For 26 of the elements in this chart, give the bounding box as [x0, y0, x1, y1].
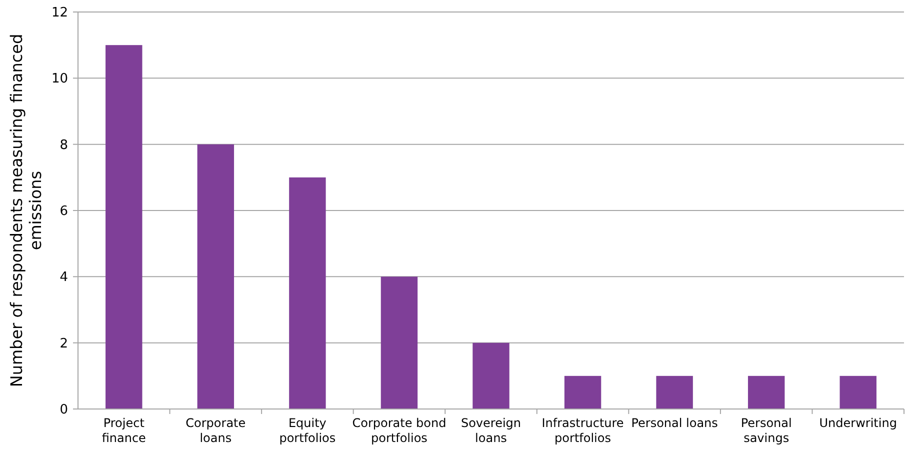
y-tick-label: 8: [60, 138, 68, 153]
bar: [472, 342, 510, 409]
y-axis-title: Number of respondents measuring financed emissions: [7, 34, 45, 388]
x-tick-label: Equity portfolios: [279, 416, 336, 445]
y-tick-label: 12: [51, 6, 68, 21]
x-tick-label: Personal savings: [740, 416, 792, 445]
y-tick-label: 6: [60, 204, 68, 220]
bar: [748, 376, 785, 409]
x-tick-label: Corporate loans: [186, 416, 246, 445]
bar: [564, 376, 602, 409]
y-tick-label: 10: [51, 72, 68, 87]
x-tick-label: Project finance: [102, 416, 146, 445]
bar: [289, 177, 326, 409]
bar: [840, 376, 876, 409]
x-tick-label: Corporate bond portfolios: [352, 416, 446, 445]
y-tick-label: 2: [60, 336, 68, 352]
bar: [197, 144, 234, 409]
y-tick-label: 4: [60, 270, 68, 286]
x-tick-label: Infrastructure portfolios: [542, 416, 624, 445]
y-tick-label: 0: [60, 402, 68, 418]
x-tick-label: Underwriting: [819, 416, 897, 430]
x-tick-label: Personal loans: [631, 416, 718, 430]
bar: [106, 45, 142, 409]
x-tick-label: Sovereign loans: [460, 416, 522, 445]
bar: [656, 376, 693, 409]
bar: [380, 276, 418, 409]
